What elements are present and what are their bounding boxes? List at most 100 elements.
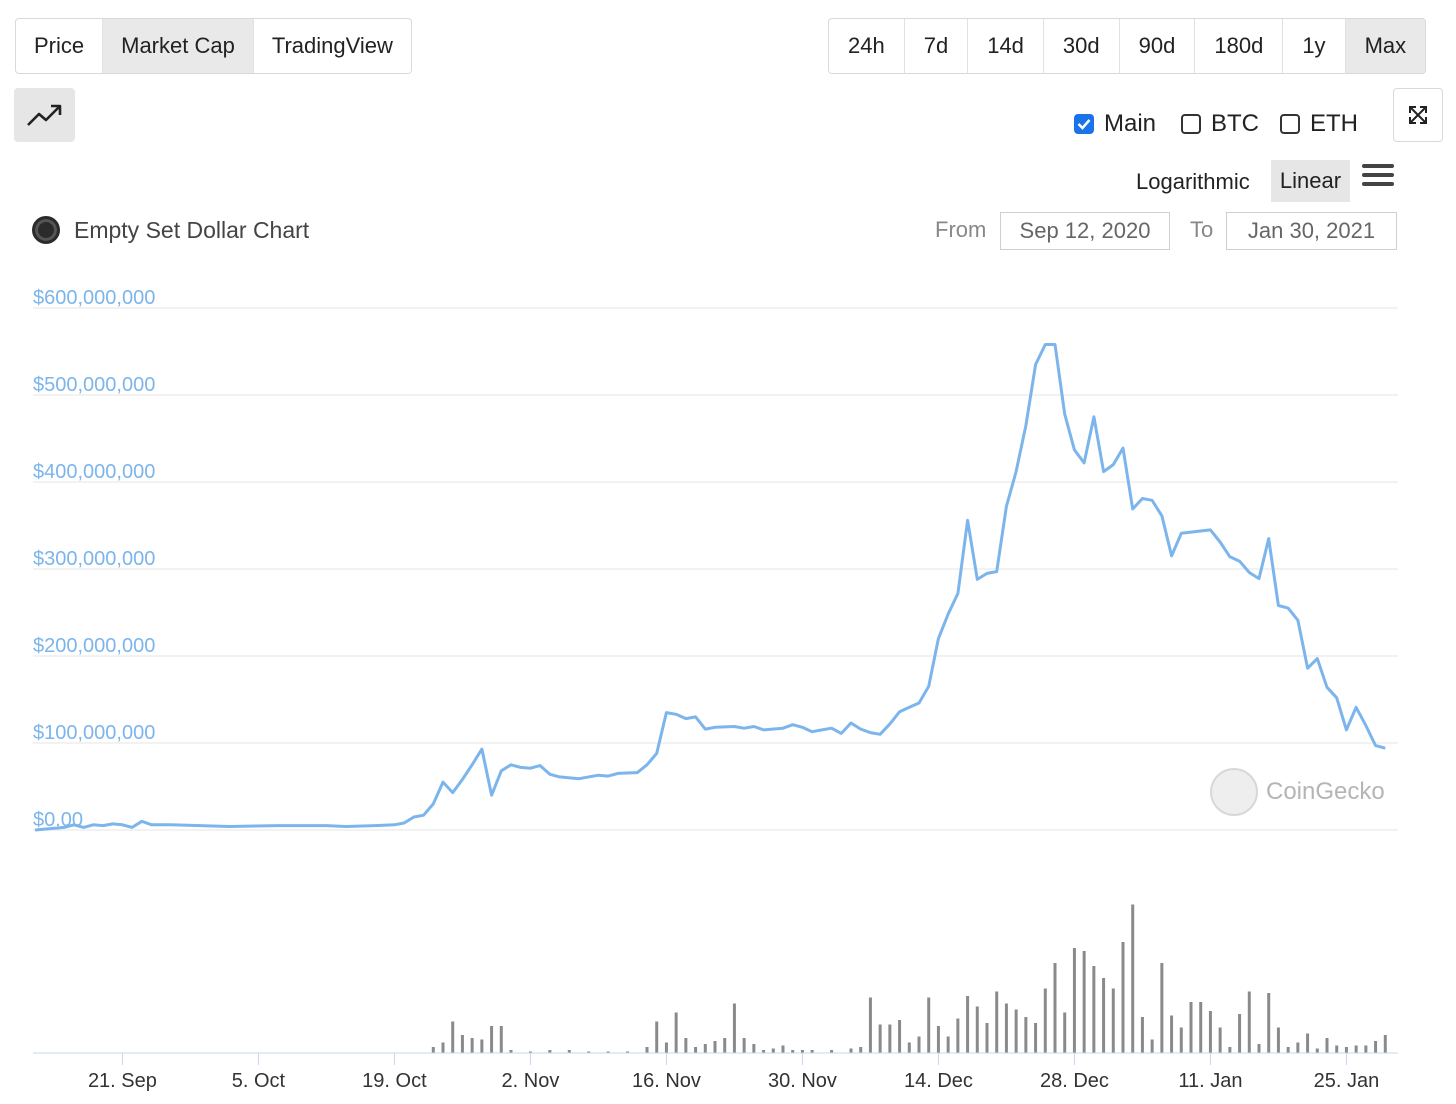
volume-bar — [830, 1050, 834, 1053]
range-24h[interactable]: 24h — [829, 19, 905, 73]
volume-bar — [1267, 993, 1271, 1053]
volume-bar — [849, 1048, 853, 1053]
volume-bar — [1218, 1027, 1222, 1053]
volume-bars — [431, 904, 1387, 1053]
compare-main[interactable]: Main — [1074, 110, 1156, 138]
volume-bar — [1335, 1045, 1339, 1053]
volume-bar — [927, 997, 931, 1053]
volume-bar — [528, 1051, 532, 1053]
volume-bar — [1179, 1027, 1183, 1053]
volume-bar — [499, 1026, 503, 1053]
volume-bar — [451, 1021, 455, 1053]
coingecko-logo-icon — [1210, 768, 1258, 816]
legend-title: Empty Set Dollar Chart — [74, 216, 310, 243]
volume-bar — [645, 1047, 649, 1053]
compare-btc[interactable]: BTC — [1181, 110, 1259, 138]
volume-bar — [1354, 1045, 1358, 1053]
volume-bar — [762, 1050, 766, 1053]
volume-bar — [898, 1020, 902, 1053]
grid-lines — [33, 307, 1398, 831]
volume-bar — [1131, 904, 1135, 1053]
range-tabs: 24h 7d 14d 30d 90d 180d 1y Max — [828, 18, 1427, 74]
volume-bar — [1276, 1027, 1280, 1053]
volume-bar — [791, 1050, 795, 1053]
range-1y[interactable]: 1y — [1283, 19, 1346, 73]
scale-logarithmic-button[interactable]: Logarithmic — [1136, 169, 1250, 194]
volume-bar — [956, 1018, 960, 1053]
volume-bar — [1092, 966, 1096, 1053]
compare-eth[interactable]: ETH — [1280, 110, 1358, 138]
range-180d[interactable]: 180d — [1195, 19, 1284, 73]
tab-market-cap[interactable]: Market Cap — [103, 19, 254, 73]
volume-bar — [1014, 1009, 1018, 1053]
fullscreen-button[interactable] — [1393, 88, 1443, 142]
volume-bar — [771, 1048, 775, 1053]
volume-bar — [878, 1024, 882, 1053]
scale-linear-button[interactable]: Linear — [1271, 160, 1350, 202]
volume-bar — [548, 1050, 552, 1053]
checkmark-icon — [1077, 119, 1091, 130]
volume-bar — [1199, 1002, 1203, 1053]
volume-bar — [1286, 1047, 1290, 1053]
volume-bar — [1063, 1012, 1067, 1053]
volume-bar — [431, 1047, 435, 1053]
to-date-input[interactable]: Jan 30, 2021 — [1226, 212, 1397, 250]
volume-bar — [888, 1024, 892, 1053]
x-tick-label: 28. Dec — [1040, 1070, 1109, 1092]
y-axis-labels: $0.00$100,000,000$200,000,000$300,000,00… — [33, 287, 155, 831]
y-tick-label: $200,000,000 — [33, 635, 155, 657]
tab-tradingview[interactable]: TradingView — [271, 33, 393, 58]
volume-bar — [1024, 1017, 1028, 1053]
x-tick-label: 30. Nov — [768, 1070, 837, 1092]
volume-bar — [1228, 1047, 1232, 1053]
volume-bar — [946, 1036, 950, 1053]
expand-icon — [1409, 106, 1427, 124]
volume-bar — [626, 1051, 630, 1053]
volume-bar — [985, 1023, 989, 1053]
compare-main-label: Main — [1104, 110, 1157, 137]
volume-bar — [1325, 1038, 1329, 1053]
volume-bar — [441, 1042, 445, 1053]
volume-bar — [1034, 1023, 1038, 1053]
market-cap-line — [34, 343, 1386, 832]
chart-type-button[interactable] — [14, 88, 75, 142]
volume-bar — [868, 997, 872, 1053]
volume-bar — [587, 1051, 591, 1053]
volume-bar — [1082, 951, 1086, 1053]
volume-bar — [655, 1021, 659, 1053]
market-cap-series — [34, 343, 1386, 832]
volume-bar — [1121, 942, 1125, 1053]
x-tick-label: 25. Jan — [1314, 1070, 1380, 1092]
checkbox-btc[interactable] — [1181, 114, 1201, 134]
volume-bar — [1238, 1014, 1242, 1053]
y-tick-label: $500,000,000 — [33, 374, 155, 396]
volume-bar — [810, 1050, 814, 1053]
volume-bar — [1043, 988, 1047, 1053]
range-14d[interactable]: 14d — [968, 19, 1044, 73]
to-label: To — [1190, 217, 1214, 242]
y-tick-label: $400,000,000 — [33, 461, 155, 483]
range-max[interactable]: Max — [1345, 19, 1426, 73]
from-date-input[interactable]: Sep 12, 2020 — [1000, 212, 1170, 250]
volume-bar — [606, 1051, 610, 1053]
volume-bar — [703, 1044, 707, 1053]
tab-price[interactable]: Price — [16, 19, 104, 73]
legend[interactable]: Empty Set Dollar Chart — [32, 216, 309, 244]
volume-bar — [859, 1047, 863, 1053]
volume-bar — [1140, 1017, 1144, 1053]
view-tabs: Price Market Cap TradingView — [15, 18, 412, 74]
volume-bar — [1306, 1033, 1310, 1053]
volume-bar — [1247, 991, 1251, 1053]
volume-bar — [713, 1041, 717, 1053]
volume-bar — [480, 1039, 484, 1053]
hamburger-menu-icon[interactable] — [1362, 164, 1394, 194]
volume-bar — [975, 1006, 979, 1053]
volume-bar — [470, 1038, 474, 1053]
checkbox-eth[interactable] — [1280, 114, 1300, 134]
volume-bar — [1383, 1035, 1387, 1053]
range-7d[interactable]: 7d — [905, 19, 969, 73]
volume-bar — [1257, 1044, 1261, 1053]
range-90d[interactable]: 90d — [1120, 19, 1196, 73]
range-30d[interactable]: 30d — [1044, 19, 1120, 73]
checkbox-main[interactable] — [1074, 114, 1094, 134]
